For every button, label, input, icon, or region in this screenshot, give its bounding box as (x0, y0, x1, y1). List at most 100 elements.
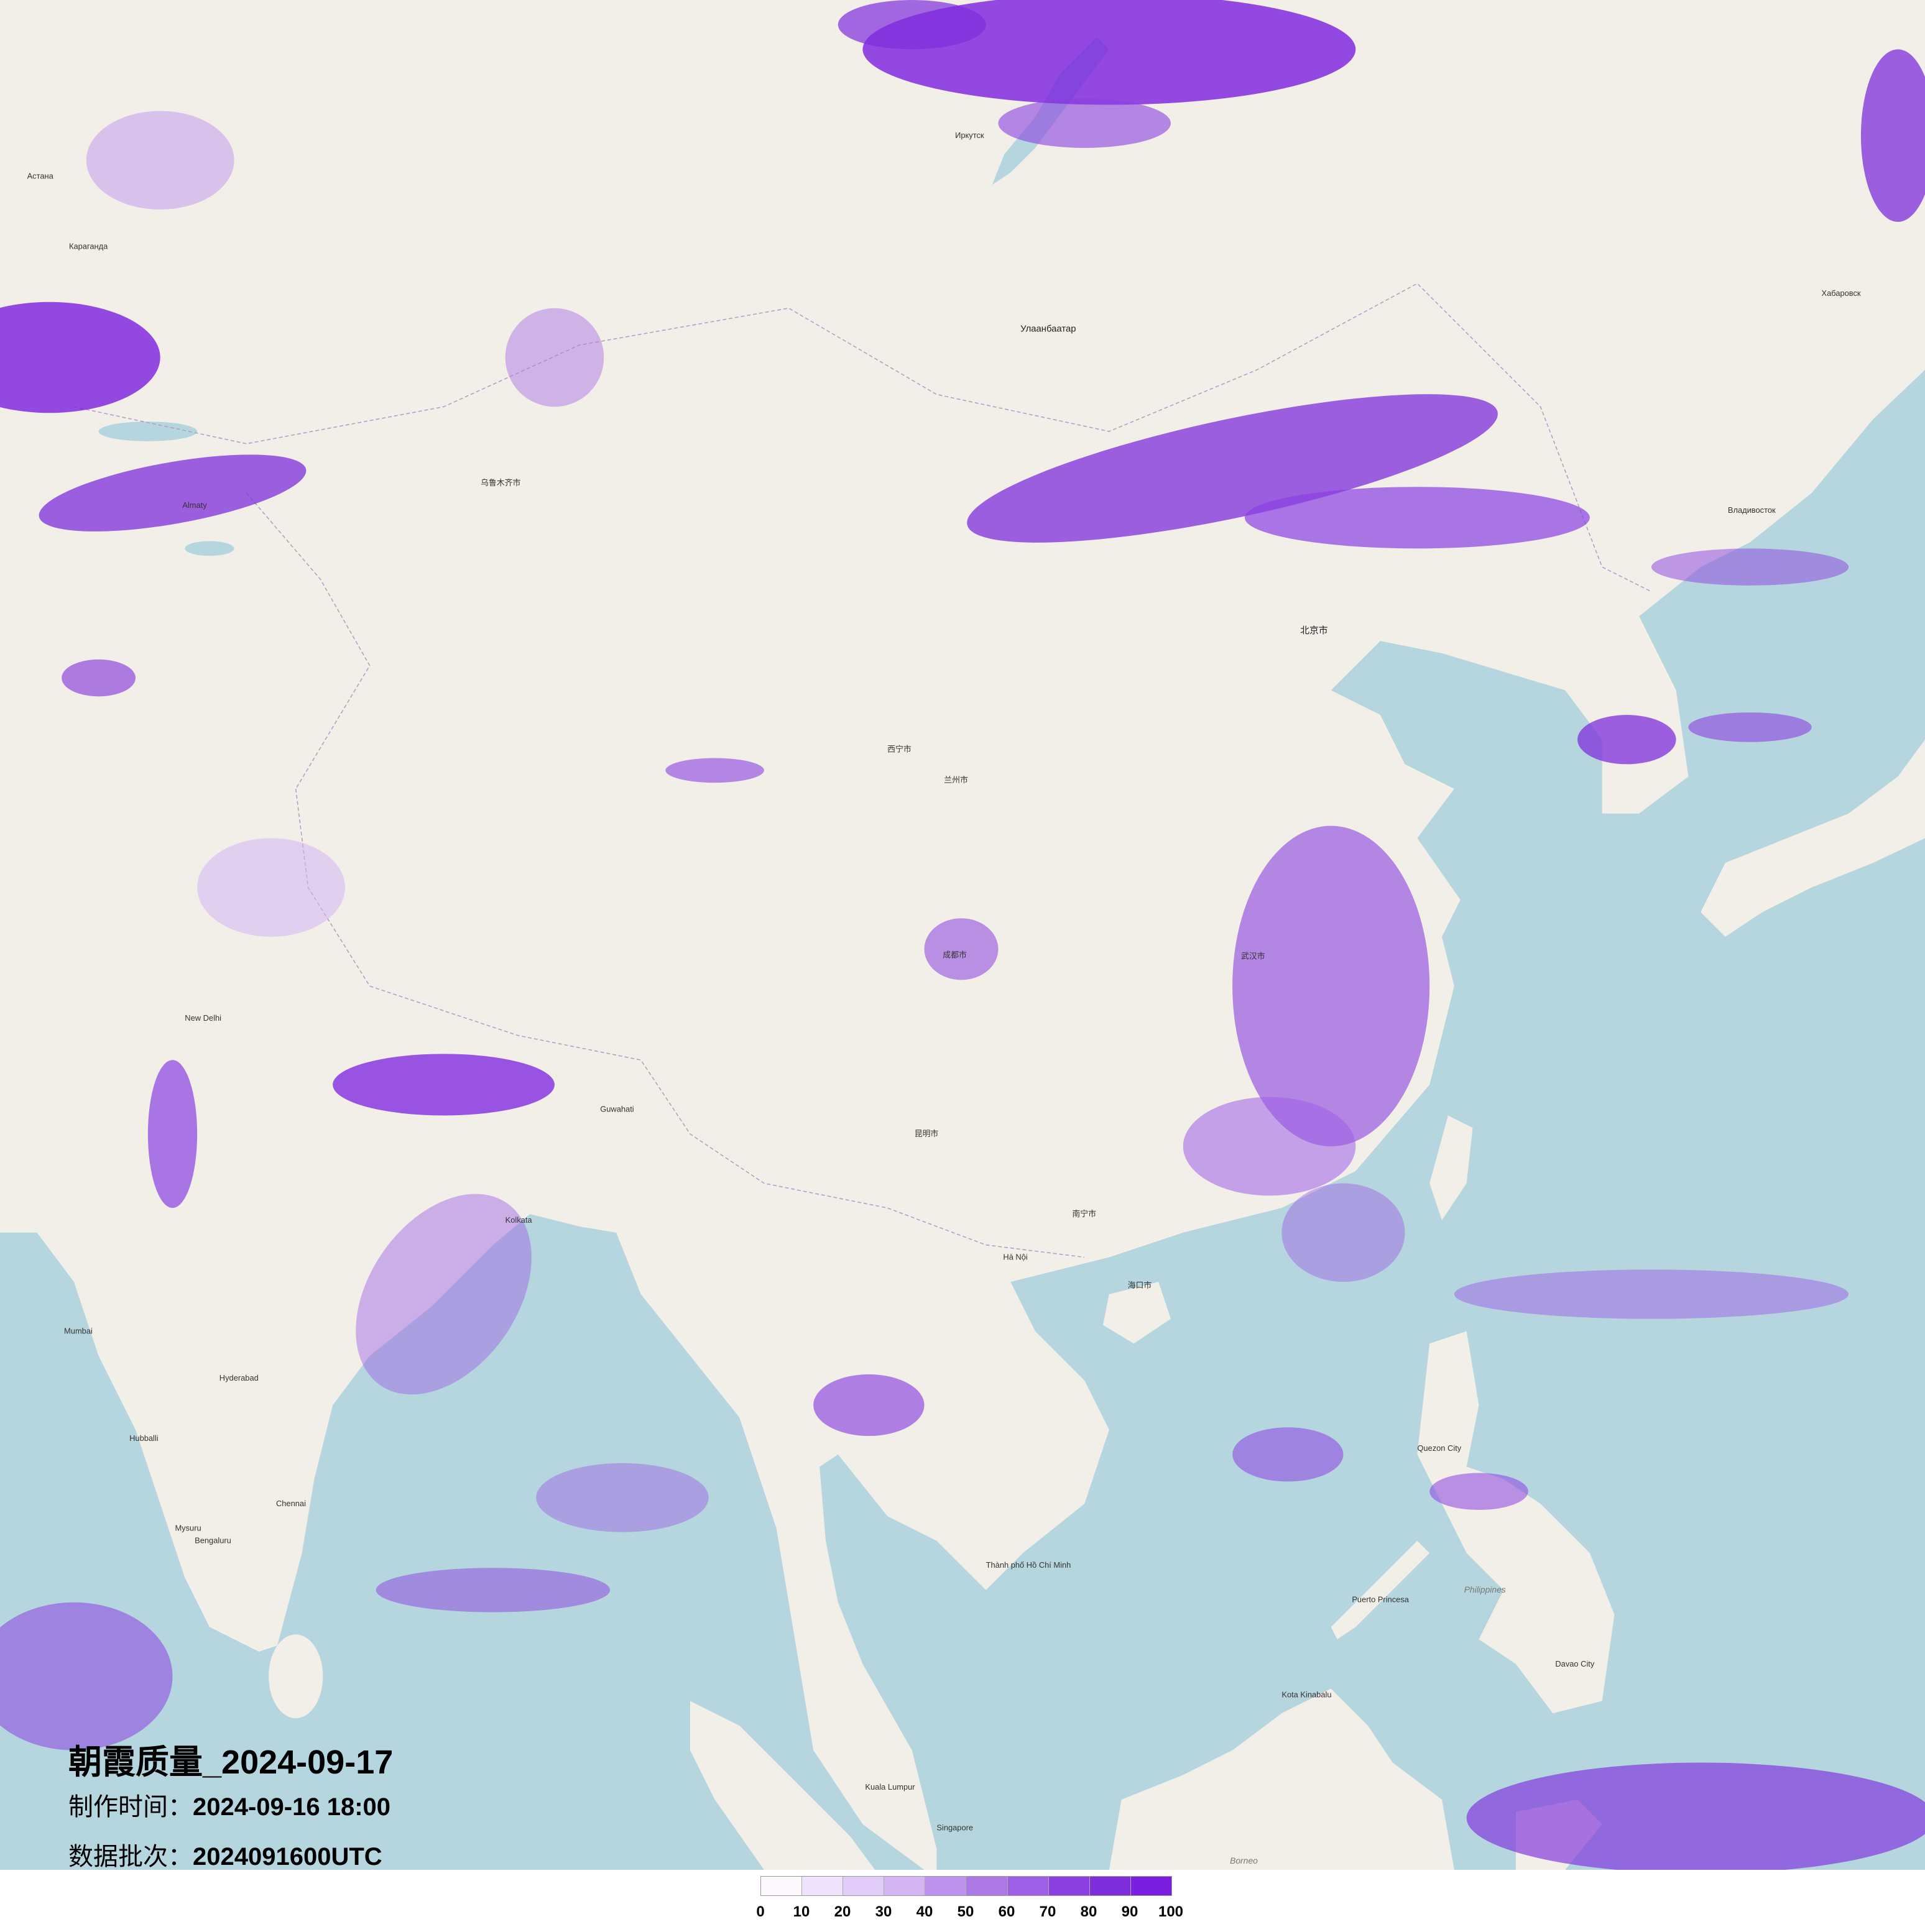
land-sumatra (690, 1701, 875, 1870)
production-time-value: 2024-09-16 18:00 (193, 1793, 391, 1821)
glow-quality-overlay (0, 0, 1925, 1870)
glow-area (0, 301, 160, 413)
lake-issyk-kul (185, 541, 234, 556)
colorbar-swatch (1048, 1877, 1090, 1895)
colorbar-tick-label: 50 (957, 1903, 974, 1920)
colorbar-tick-label: 80 (1080, 1903, 1097, 1920)
country-borders (73, 283, 1652, 1258)
colorbar-tick-label: 40 (916, 1903, 933, 1920)
glow-area (1860, 49, 1925, 222)
map-label: 武汉市 (1241, 952, 1265, 961)
map-label: Davao City (1555, 1659, 1595, 1668)
map-label: 北京市 (1300, 625, 1328, 636)
map-label: Bengaluru (195, 1536, 231, 1545)
colorbar-tick-label: 90 (1121, 1903, 1138, 1920)
map-label: Borneo (1230, 1856, 1258, 1865)
colorbar-tick-label: 60 (998, 1903, 1015, 1920)
glow-area (536, 1463, 709, 1532)
glow-area (376, 1568, 611, 1612)
map-label: Thành phố Hồ Chí Minh (986, 1560, 1071, 1570)
glow-area (147, 1060, 198, 1208)
glow-area (838, 0, 986, 50)
map-label: Hyderabad (219, 1373, 259, 1382)
map-label: Hubballi (129, 1433, 159, 1443)
glow-area (39, 454, 307, 531)
glow-area (1183, 1097, 1356, 1196)
land-sri-lanka (269, 1634, 323, 1719)
map-label: 西宁市 (887, 745, 912, 754)
map-label: Улаанбаатар (1020, 324, 1076, 334)
colorbar-tick-label: 10 (793, 1903, 810, 1920)
glow-area (1232, 826, 1430, 1147)
colorbar-tick-label: 0 (756, 1903, 765, 1920)
data-batch-value: 2024091600UTC (193, 1843, 382, 1870)
glow-area (505, 308, 604, 407)
colorbar-ticks: 0 10 20 30 40 50 60 70 80 90 100 (756, 1903, 1183, 1925)
data-batch-line: 数据批次：2024091600UTC (68, 1836, 382, 1872)
glow-area (1454, 1269, 1849, 1319)
colorbar-swatch (802, 1877, 844, 1895)
map-label: New Delhi (185, 1013, 221, 1023)
map-label: Астана (27, 172, 54, 181)
map-label: Guwahati (600, 1105, 634, 1114)
map-label: Almaty (182, 500, 207, 510)
colorbar-swatch (1130, 1877, 1171, 1895)
colorbar-swatch (1007, 1877, 1049, 1895)
map-label: Иркутск (955, 131, 984, 140)
glow-area (665, 758, 764, 783)
colorbar-swatch (966, 1877, 1008, 1895)
land-borneo (1109, 1688, 1454, 1870)
map-label: Puerto Princesa (1352, 1595, 1409, 1604)
sea-pacific (819, 369, 1925, 1870)
map-title: 朝霞质量_2024-09-17 (68, 1744, 394, 1781)
map-label: Mysuru (175, 1524, 201, 1533)
glow-area (0, 1602, 173, 1750)
map-label: Mumbai (64, 1326, 93, 1335)
map-label: Хабаровск (1822, 288, 1861, 298)
glow-area (62, 659, 136, 697)
map-labels: Улаанбаатар Иркутск Астана Караганда Хаб… (27, 131, 1861, 1865)
map-label: 乌鲁木齐市 (481, 478, 520, 487)
data-batch-label: 数据批次： (68, 1843, 193, 1870)
land-japan (1701, 739, 1925, 937)
glow-area (1232, 1427, 1344, 1482)
map-label: Quezon City (1417, 1443, 1461, 1453)
map-label: 兰州市 (944, 775, 968, 784)
map-label: Philippines (1464, 1585, 1506, 1594)
glow-area (1688, 712, 1812, 742)
map-label: Kolkata (505, 1215, 533, 1225)
glow-area (862, 0, 1356, 105)
colorbar-swatch (843, 1877, 885, 1895)
colorbar-swatch (884, 1877, 926, 1895)
production-time-line: 制作时间：2024-09-16 18:00 (68, 1787, 390, 1823)
glow-area (1429, 1473, 1528, 1511)
map-label: Hà Nội (1003, 1252, 1027, 1261)
glow-area (1281, 1183, 1405, 1282)
map-label: 南宁市 (1072, 1209, 1096, 1218)
glow-area (813, 1374, 925, 1437)
glow-area (333, 1054, 555, 1116)
land-philippines (1417, 1331, 1615, 1714)
map-label: Singapore (936, 1823, 973, 1833)
map-label: 成都市 (943, 950, 967, 960)
glow-area (924, 918, 999, 980)
glow-area (356, 1194, 532, 1395)
colorbar-swatch (925, 1877, 967, 1895)
glow-area (1244, 487, 1590, 549)
production-time-label: 制作时间： (68, 1793, 193, 1821)
glow-area (86, 111, 234, 210)
glow-area (1651, 548, 1849, 586)
colorbar-swatch (1089, 1877, 1131, 1895)
colorbar-tick-label: 20 (834, 1903, 851, 1920)
land-hainan (1102, 1282, 1171, 1344)
map-label: Владивосток (1728, 505, 1776, 515)
map-label: Kota Kinabalu (1281, 1690, 1331, 1699)
map-canvas[interactable]: Улаанбаатар Иркутск Астана Караганда Хаб… (0, 0, 1925, 1870)
colorbar (760, 1876, 1172, 1896)
land-palawan (1331, 1540, 1430, 1640)
map-label: Караганда (69, 242, 108, 251)
glow-area (1466, 1762, 1925, 1870)
map-label: 海口市 (1128, 1281, 1152, 1290)
map-label: 昆明市 (915, 1129, 939, 1138)
